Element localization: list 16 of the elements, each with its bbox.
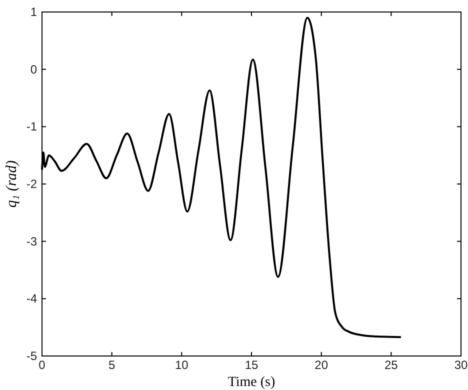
y-tick-label: -5 [26, 349, 38, 363]
x-tick-label: 15 [244, 358, 258, 372]
y-tick-label: -1 [26, 120, 38, 134]
y-tick-label: -2 [26, 177, 38, 191]
x-tick-label: 25 [384, 358, 398, 372]
x-tick-label: 10 [174, 358, 189, 372]
x-tick-label: 30 [454, 358, 468, 372]
y-tick-label: 0 [30, 62, 38, 76]
y-axis-title: q₁ (rad) [4, 160, 20, 208]
y-tick-label: -4 [26, 292, 38, 306]
x-tick-label: 5 [108, 358, 116, 372]
y-tick-label: 1 [30, 5, 38, 19]
x-tick-label: 0 [38, 358, 46, 372]
x-axis-title: Time (s) [228, 375, 276, 390]
x-tick-label: 20 [314, 358, 328, 372]
y-tick-label: -3 [26, 234, 38, 248]
